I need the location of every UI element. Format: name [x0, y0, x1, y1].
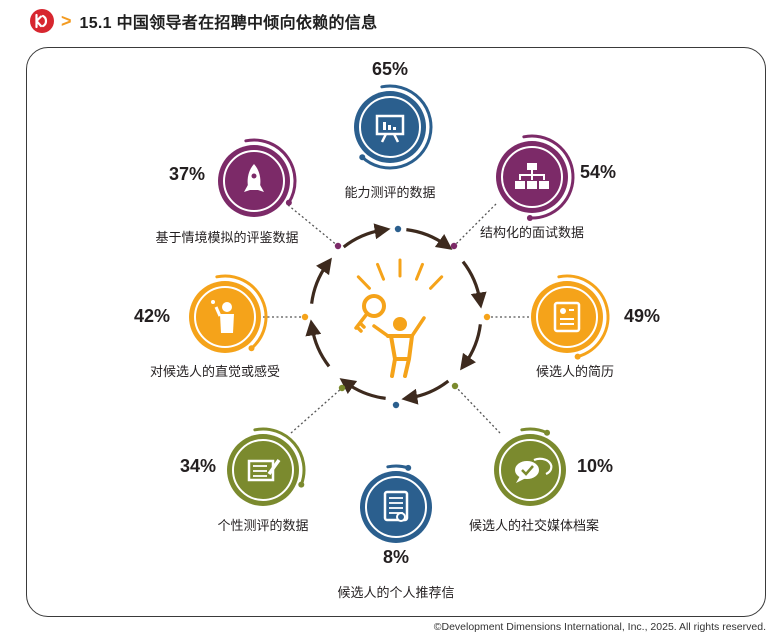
value-arc-end: [526, 214, 533, 221]
value-arc: [522, 134, 575, 220]
sunburst-ray: [376, 262, 386, 281]
item-circle: [360, 471, 432, 543]
value-label: 65%: [372, 59, 408, 79]
value-label: 49%: [624, 306, 660, 326]
notepad-pen-icon: [247, 458, 281, 482]
value-arc: [253, 427, 306, 487]
infographic-item: 54% 结构化的面试数据: [450, 134, 616, 250]
item-inner-ring: [365, 476, 427, 538]
item-inner-ring: [499, 439, 561, 501]
item-inner-ring: [536, 286, 598, 348]
cycle-arrow: [342, 223, 391, 249]
center-arrow-ring: [305, 223, 487, 405]
value-arc-end: [544, 429, 551, 436]
cycle-arrow: [406, 228, 453, 250]
ring-dot: [392, 401, 400, 409]
chevron-right-icon: >: [61, 11, 72, 31]
infographic-panel: [26, 47, 766, 617]
value-arc: [520, 427, 549, 435]
item-inner-ring: [359, 96, 421, 158]
value-arc: [557, 274, 610, 359]
connector-line: [454, 385, 501, 434]
value-label: 42%: [134, 306, 170, 326]
category-label: 候选人的社交媒体档案: [469, 518, 599, 534]
org-chart-icon: [515, 163, 549, 189]
cycle-arrow: [339, 378, 386, 400]
ddi-logo-icon: [30, 9, 54, 33]
category-label: 能力测评的数据: [344, 185, 435, 201]
ring-dot: [338, 384, 346, 392]
infographic-item: 10% 候选人的社交媒体档案: [451, 382, 613, 534]
connector-line: [453, 203, 497, 247]
value-label: 37%: [169, 164, 205, 184]
copyright-text: ©Development Dimensions International, I…: [433, 621, 766, 633]
ring-dot: [334, 242, 342, 250]
thinking-person-icon: [211, 300, 234, 333]
category-label: 候选人的简历: [536, 364, 614, 380]
cycle-arrow: [310, 257, 332, 304]
cycle-arrow: [461, 260, 487, 309]
category-label: 结构化的面试数据: [480, 225, 584, 241]
category-label: 基于情境模拟的评鉴数据: [155, 230, 298, 246]
ring-dot: [451, 382, 459, 390]
ring-dot: [450, 242, 458, 250]
category-label: 候选人的个人推荐信: [337, 585, 454, 601]
value-arc-end: [285, 199, 292, 206]
value-arc: [386, 464, 410, 470]
ring-dot: [483, 313, 491, 321]
header: > 15.1 中国领导者在招聘中倾向依赖的信息: [30, 9, 377, 33]
cycle-arrow: [401, 379, 450, 405]
item-inner-ring: [223, 150, 285, 212]
value-label: 34%: [180, 456, 216, 476]
value-arc: [360, 84, 433, 170]
sunburst-ray: [356, 275, 371, 290]
sunburst-ray: [414, 262, 424, 281]
item-circle: [227, 434, 299, 506]
chat-bubbles-icon: [515, 457, 553, 483]
value-arc-end: [574, 353, 581, 360]
value-arc-end: [248, 345, 255, 352]
infographic-item: 8% 候选人的个人推荐信: [337, 401, 455, 601]
value-arc-end: [359, 154, 366, 161]
infographic-item: 34% 个性测评的数据: [180, 384, 346, 534]
person-with-key-icon: [354, 294, 426, 378]
rocket-icon: [244, 164, 264, 192]
presentation-board-icon: [375, 114, 405, 143]
infographic-item: 37% 基于情境模拟的评鉴数据: [155, 138, 342, 250]
page-title: 15.1 中国领导者在招聘中倾向依赖的信息: [79, 15, 378, 32]
item-circle: [531, 281, 603, 353]
value-label: 54%: [580, 162, 616, 182]
value-arc-end: [298, 481, 305, 488]
value-arc: [244, 138, 297, 205]
cycle-arrow: [460, 324, 482, 371]
item-inner-ring: [232, 439, 294, 501]
connector-line: [290, 387, 343, 434]
infographic-item: 42% 对候选人的直觉或感受: [134, 274, 309, 380]
item-inner-ring: [194, 286, 256, 348]
value-label: 8%: [383, 547, 409, 567]
value-label: 10%: [577, 456, 613, 476]
ring-dot: [394, 225, 402, 233]
letter-scroll-icon: [383, 490, 409, 522]
cycle-arrow: [305, 319, 331, 368]
connector-line: [287, 204, 339, 247]
item-inner-ring: [501, 146, 563, 208]
infographic-item: 65% 能力测评的数据: [344, 59, 436, 233]
ring-dot: [301, 313, 309, 321]
category-label: 对候选人的直觉或感受: [150, 364, 280, 380]
resume-icon: [553, 301, 581, 333]
infographic-item: 49% 候选人的简历: [483, 274, 660, 380]
value-arc-end: [405, 464, 412, 471]
value-arc: [215, 274, 268, 350]
category-label: 个性测评的数据: [217, 518, 308, 534]
sunburst-ray: [429, 275, 444, 290]
